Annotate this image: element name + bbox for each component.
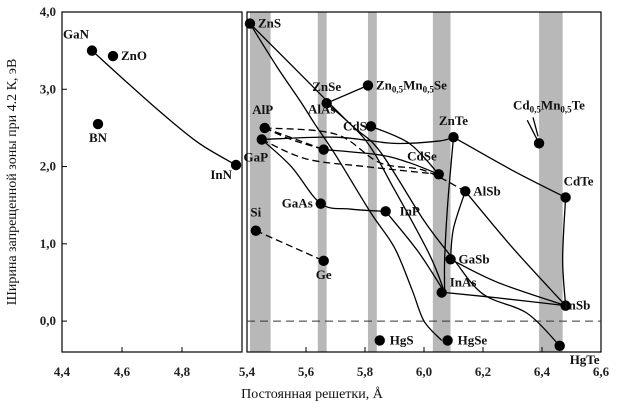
point-gaas (315, 198, 326, 209)
x-tick-label: 6,2 (475, 364, 491, 379)
point-zns (244, 18, 256, 29)
curve-21 (255, 230, 324, 262)
point-label: GaP (243, 150, 268, 165)
x-tick-label: 5,6 (298, 364, 315, 379)
point-label: Cd0,5Mn0,5Te (513, 97, 585, 114)
point-alp (259, 122, 270, 134)
point-znse (321, 97, 332, 109)
point-label: GaN (63, 27, 90, 42)
point-label: ZnO (121, 48, 147, 63)
point-zno (107, 50, 119, 62)
x-tick-label: 5,8 (357, 364, 374, 379)
y-axis-title: Ширина запрещенной зоны при 4.2 К, эВ (5, 59, 20, 306)
point-label: InAs (450, 275, 477, 290)
x-axis-title: Постоянная решетки, Å (241, 386, 384, 402)
point-label: ZnSe (312, 79, 341, 94)
curve-6 (453, 136, 566, 199)
point-ge (318, 255, 329, 267)
x-tick-label: 6,4 (534, 364, 551, 379)
point-label: Si (250, 205, 261, 220)
point-alsb (460, 186, 471, 197)
point-label: InSb (564, 298, 591, 313)
point-inn (230, 159, 242, 171)
point-cd (533, 138, 545, 149)
point-label: AlP (252, 102, 273, 117)
curve-0 (91, 50, 237, 166)
curve-15 (261, 136, 454, 145)
curve-3 (326, 84, 369, 104)
y-tick-label: 4,0 (40, 4, 56, 19)
point-label: GaAs (282, 196, 313, 211)
point-label: Ge (316, 267, 332, 282)
point-hgse (442, 335, 453, 346)
curve-7 (443, 137, 455, 293)
shaded-band-1 (317, 12, 327, 352)
curve-20 (261, 138, 439, 175)
point-label: ZnTe (439, 113, 468, 128)
point-label: HgTe (570, 352, 600, 367)
curve-10 (449, 191, 466, 260)
point-label: CdTe (564, 173, 594, 188)
cdmnte-pointer (532, 117, 539, 137)
y-tick-label: 0,0 (40, 313, 56, 328)
curve-4 (326, 102, 446, 293)
point-gap (256, 134, 267, 145)
y-tick-label: 2,0 (40, 159, 56, 174)
curve-14 (385, 210, 446, 293)
x-tick-label: 5,4 (239, 364, 256, 379)
shaded-band-4 (539, 12, 563, 352)
x-tick-label: 4,4 (54, 364, 71, 379)
point-gan (86, 45, 98, 56)
x-tick-label: 6,6 (593, 364, 610, 379)
point-label: InN (210, 167, 232, 182)
point-label: HgS (390, 332, 414, 347)
curve-22 (264, 127, 324, 151)
curve-17 (444, 291, 566, 307)
point-label: InP (400, 203, 420, 218)
y-tick-label: 1,0 (40, 236, 56, 251)
point-bn (92, 118, 104, 130)
point-label: BN (89, 130, 108, 145)
point-inp (380, 206, 391, 217)
curve-11 (464, 190, 567, 307)
curve-8 (561, 197, 567, 306)
point-alas (318, 144, 329, 155)
point-cdte (560, 192, 571, 203)
point-zn (362, 80, 374, 91)
x-tick-label: 6,0 (416, 364, 432, 379)
point-cdse (433, 169, 444, 180)
point-label: CdSe (407, 148, 437, 163)
point-label: AlSb (473, 183, 500, 198)
point-label: GaSb (459, 251, 490, 266)
point-label: CdS (343, 118, 367, 133)
point-znte (448, 131, 459, 143)
curve-1 (249, 23, 443, 341)
point-hgs (374, 335, 385, 346)
point-label: AlAs (308, 102, 335, 117)
point-label: HgSe (458, 332, 488, 347)
point-gasb (445, 254, 456, 265)
point-si (250, 225, 262, 236)
point-label: ZnS (258, 16, 281, 31)
curve-2 (249, 23, 561, 347)
point-insb (560, 300, 571, 311)
left-panel-frame (61, 11, 243, 353)
curve-12 (323, 148, 439, 175)
shaded-band-3 (432, 12, 451, 352)
point-cds (365, 121, 377, 132)
point-hgte (554, 340, 565, 352)
point-inas (436, 287, 447, 298)
shaded-band-2 (367, 12, 377, 352)
x-tick-label: 4,6 (114, 364, 131, 379)
x-tick-label: 4,8 (174, 364, 191, 379)
curve-16 (450, 258, 566, 307)
shaded-band-0 (249, 12, 271, 352)
y-tick-label: 3,0 (40, 81, 56, 96)
point-label: Zn0,5Mn0,5Se (376, 77, 447, 94)
